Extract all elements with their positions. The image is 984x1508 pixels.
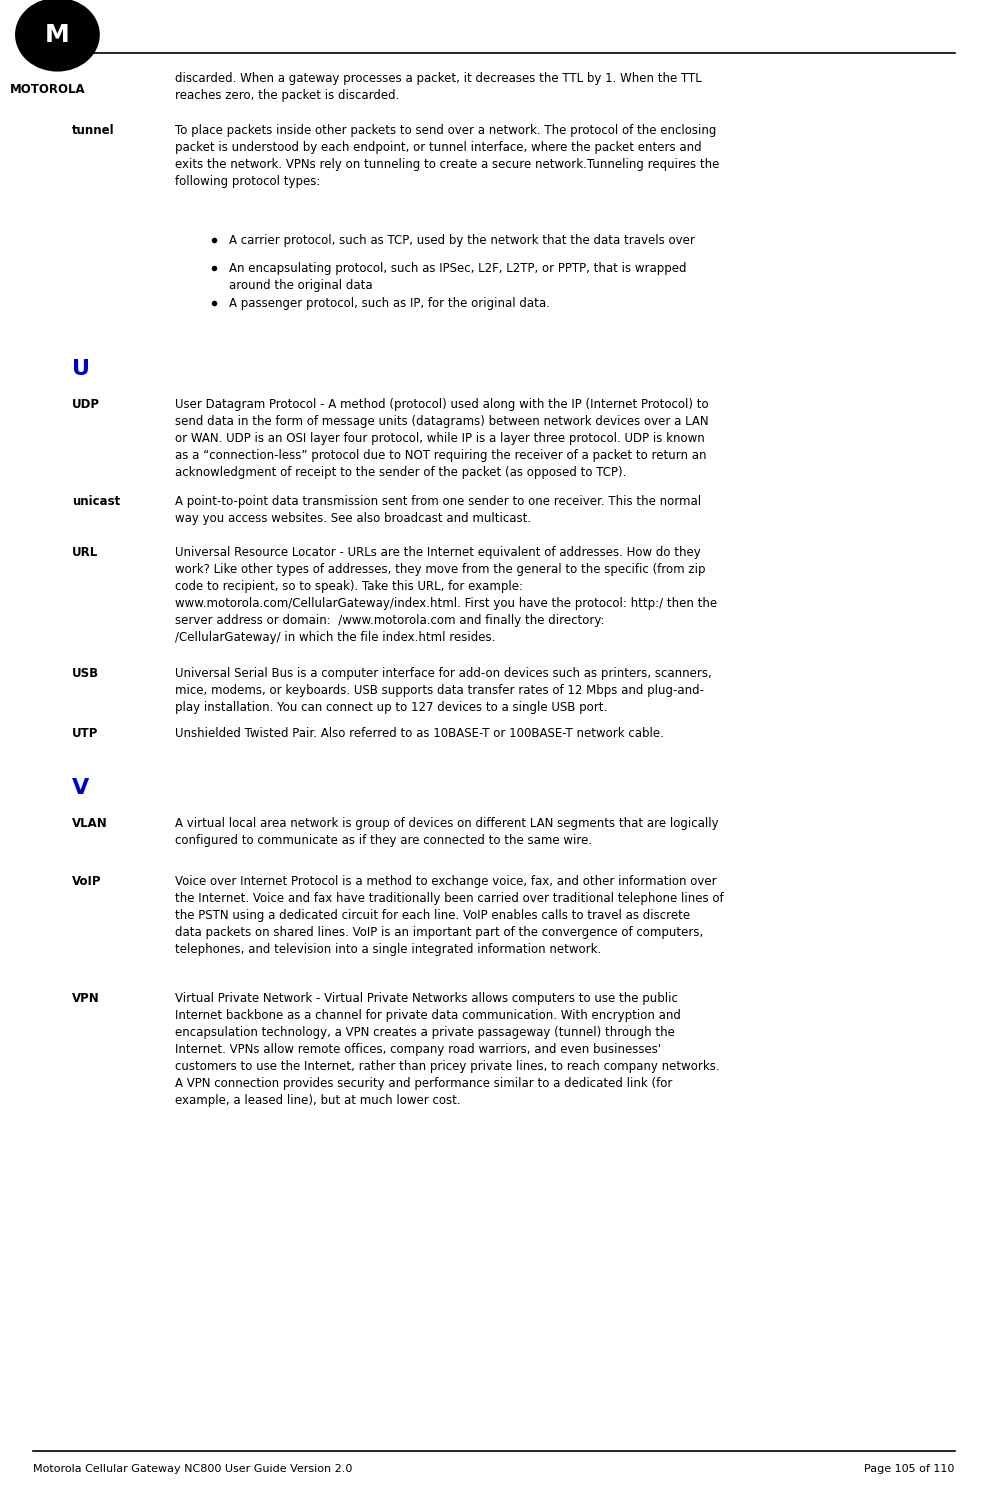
Text: A point-to-point data transmission sent from one sender to one receiver. This th: A point-to-point data transmission sent … [175,495,702,525]
Text: USB: USB [72,667,99,680]
Text: VPN: VPN [72,992,100,1006]
Text: M: M [45,23,70,47]
Text: A virtual local area network is group of devices on different LAN segments that : A virtual local area network is group of… [175,817,718,847]
Text: unicast: unicast [72,495,120,508]
Text: An encapsulating protocol, such as IPSec, L2F, L2TP, or PPTP, that is wrapped
ar: An encapsulating protocol, such as IPSec… [229,262,687,293]
Text: A passenger protocol, such as IP, for the original data.: A passenger protocol, such as IP, for th… [229,297,550,311]
Text: discarded. When a gateway processes a packet, it decreases the TTL by 1. When th: discarded. When a gateway processes a pa… [175,72,702,103]
Text: VoIP: VoIP [72,875,101,888]
Text: Voice over Internet Protocol is a method to exchange voice, fax, and other infor: Voice over Internet Protocol is a method… [175,875,723,956]
Text: V: V [72,778,90,798]
Text: To place packets inside other packets to send over a network. The protocol of th: To place packets inside other packets to… [175,124,719,187]
Text: URL: URL [72,546,98,559]
Text: Universal Resource Locator - URLs are the Internet equivalent of addresses. How : Universal Resource Locator - URLs are th… [175,546,717,644]
Text: A carrier protocol, such as TCP, used by the network that the data travels over: A carrier protocol, such as TCP, used by… [229,234,695,247]
Text: Motorola Cellular Gateway NC800 User Guide Version 2.0: Motorola Cellular Gateway NC800 User Gui… [32,1464,352,1473]
Text: tunnel: tunnel [72,124,115,137]
Text: UDP: UDP [72,398,100,412]
Text: Universal Serial Bus is a computer interface for add-on devices such as printers: Universal Serial Bus is a computer inter… [175,667,711,713]
Ellipse shape [16,0,99,71]
Text: UTP: UTP [72,727,98,740]
Text: U: U [72,359,91,379]
Text: Unshielded Twisted Pair. Also referred to as 10BASE-T or 100BASE-T network cable: Unshielded Twisted Pair. Also referred t… [175,727,664,740]
Text: MOTOROLA: MOTOROLA [10,83,86,97]
Text: VLAN: VLAN [72,817,108,831]
Text: Page 105 of 110: Page 105 of 110 [864,1464,954,1473]
Text: Virtual Private Network - Virtual Private Networks allows computers to use the p: Virtual Private Network - Virtual Privat… [175,992,719,1107]
Text: User Datagram Protocol - A method (protocol) used along with the IP (Internet Pr: User Datagram Protocol - A method (proto… [175,398,708,480]
